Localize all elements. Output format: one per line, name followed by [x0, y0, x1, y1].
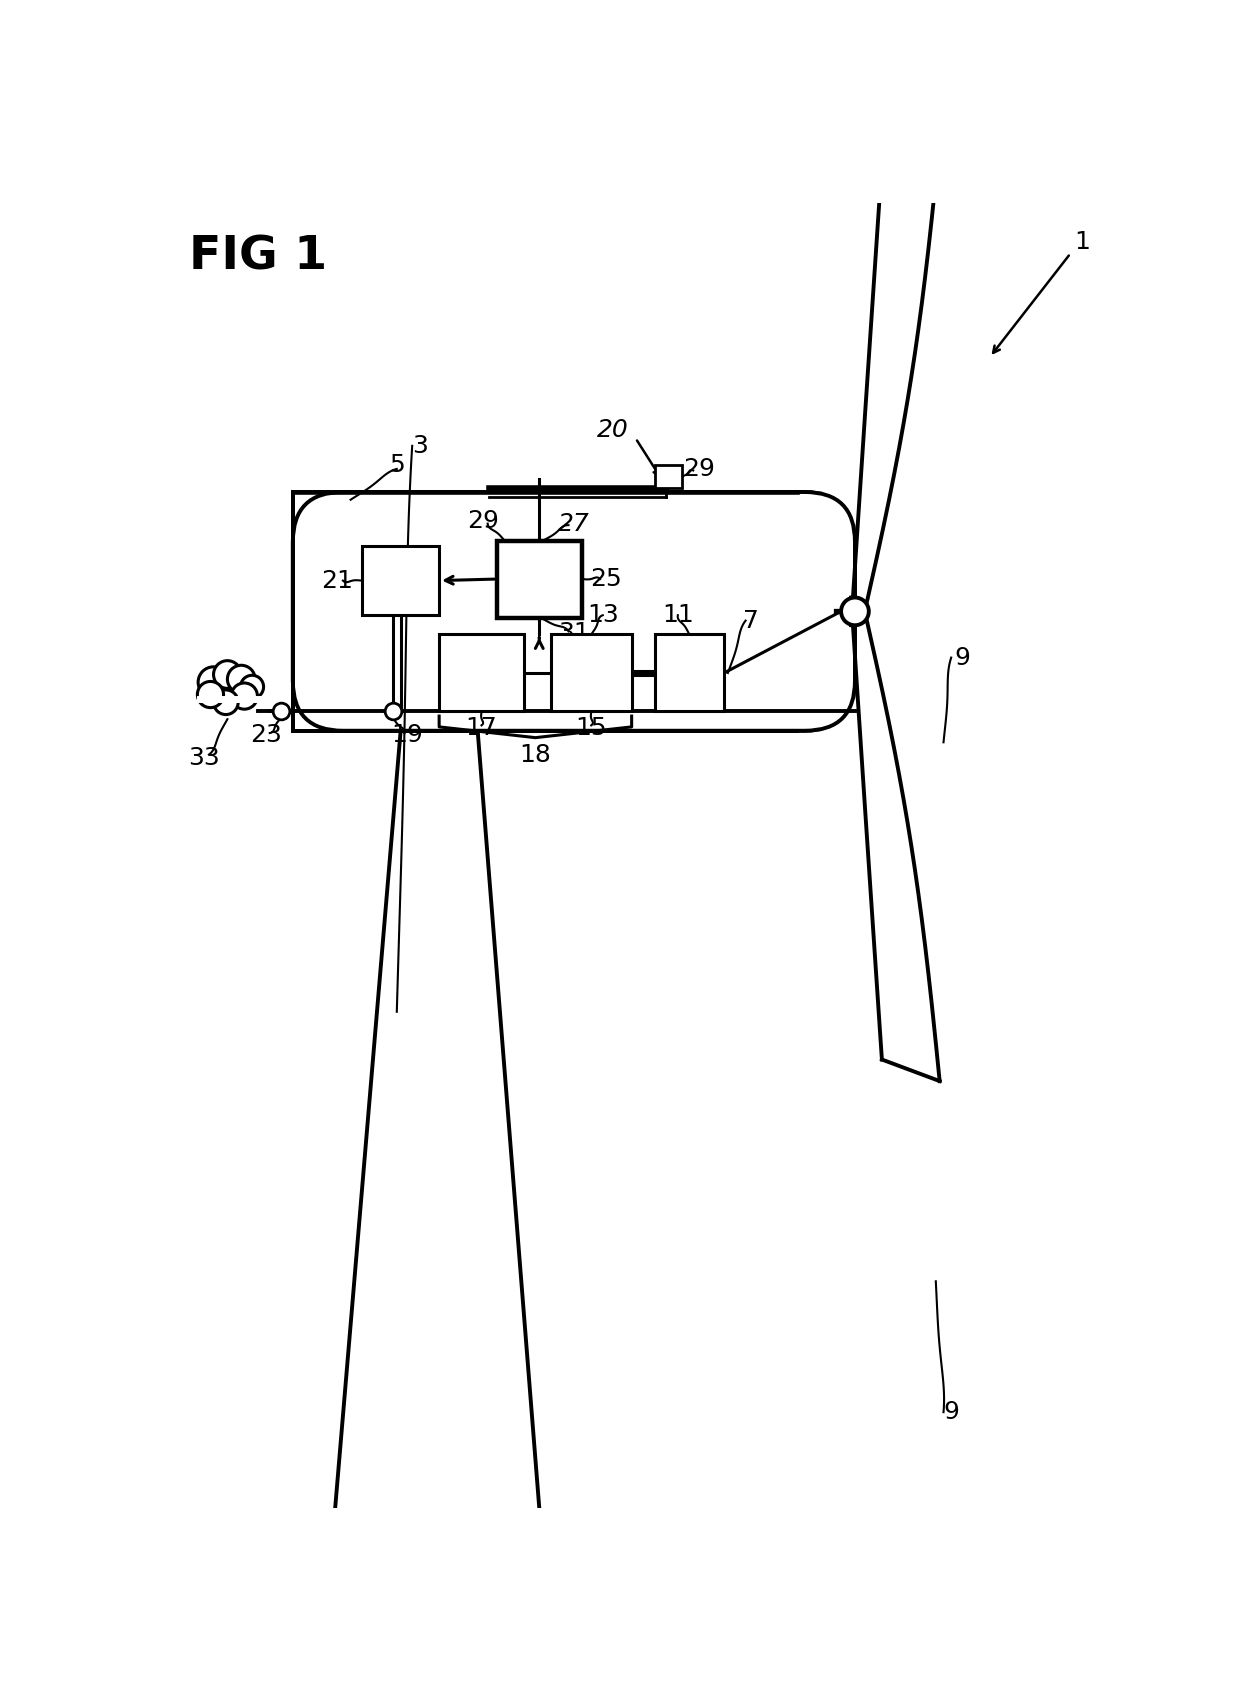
Text: FIG 1: FIG 1 — [188, 234, 327, 280]
Text: 25: 25 — [590, 567, 622, 591]
Bar — [293, 491, 790, 730]
Text: 9: 9 — [944, 1401, 959, 1425]
Text: 7: 7 — [743, 608, 759, 632]
Text: 18: 18 — [520, 742, 552, 767]
Bar — [362, 545, 439, 615]
Circle shape — [841, 598, 869, 625]
Text: 9: 9 — [955, 645, 971, 669]
Circle shape — [227, 666, 255, 693]
Text: 20: 20 — [596, 418, 629, 442]
Text: 1: 1 — [1074, 230, 1090, 254]
Circle shape — [213, 689, 238, 715]
Text: 19: 19 — [391, 723, 423, 747]
Bar — [497, 540, 582, 618]
Bar — [439, 635, 523, 711]
Bar — [655, 635, 724, 711]
Circle shape — [198, 667, 229, 698]
Text: 31: 31 — [558, 622, 590, 645]
Text: 21: 21 — [321, 569, 353, 593]
Text: 29: 29 — [683, 457, 714, 481]
Text: 5: 5 — [389, 452, 404, 478]
FancyBboxPatch shape — [293, 491, 854, 730]
Circle shape — [241, 676, 264, 698]
Text: 15: 15 — [575, 717, 608, 740]
Text: 13: 13 — [587, 603, 619, 627]
Text: 3: 3 — [412, 434, 428, 457]
Bar — [655, 466, 682, 488]
Text: 23: 23 — [250, 723, 281, 747]
Text: 29: 29 — [467, 510, 498, 534]
Circle shape — [197, 681, 223, 708]
Text: 11: 11 — [662, 603, 693, 627]
Circle shape — [213, 661, 242, 688]
Text: 27: 27 — [558, 512, 590, 535]
Text: 17: 17 — [466, 717, 497, 740]
Bar — [293, 491, 854, 730]
Text: 33: 33 — [188, 745, 221, 769]
Circle shape — [231, 683, 258, 710]
Bar — [551, 635, 631, 711]
